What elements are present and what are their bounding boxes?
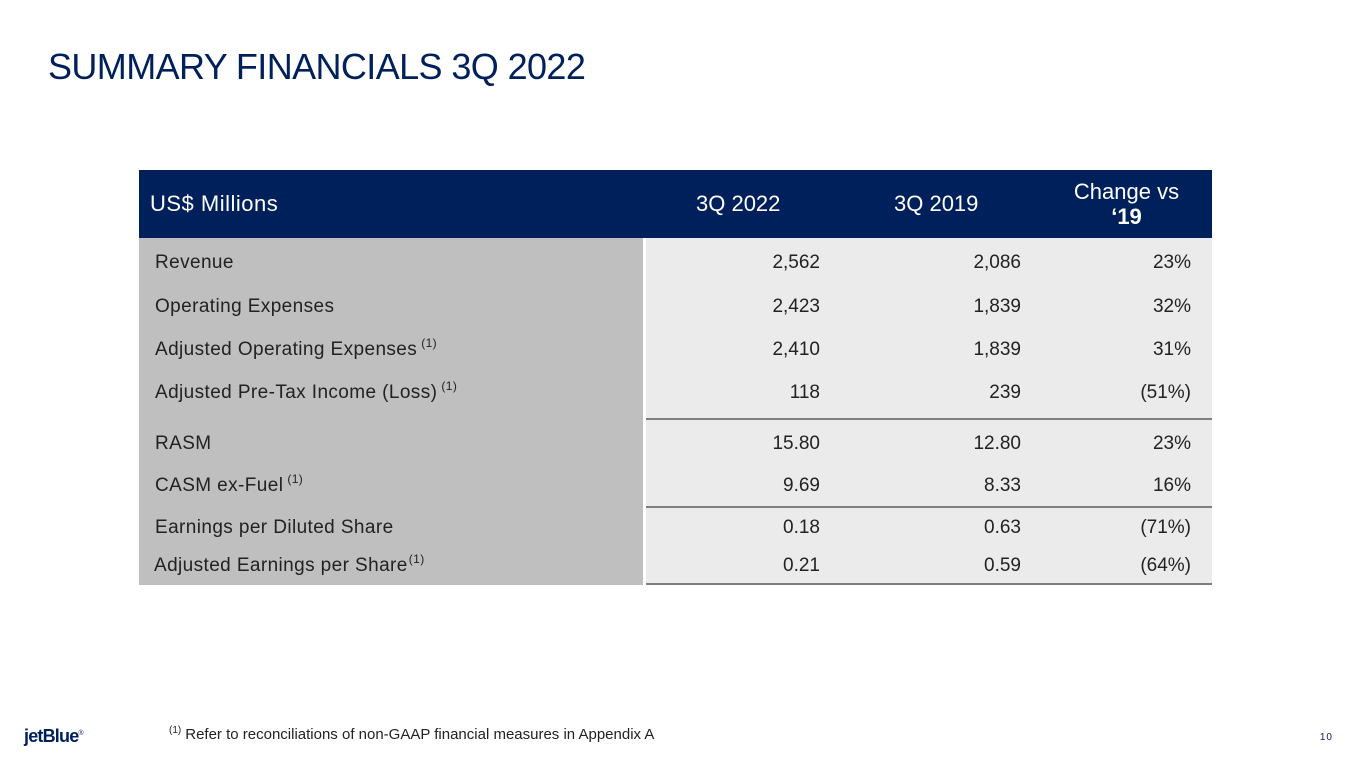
header-change-line1: Change vs (1073, 179, 1180, 204)
row-value-3q2019: 2,086 (973, 252, 1021, 273)
row-value-change: (64%) (1140, 554, 1191, 576)
footnote: (1) Refer to reconciliations of non-GAAP … (169, 725, 655, 743)
summary-financials-table: US$ Millions 3Q 2022 3Q 2019 Change vs ‘… (139, 170, 1212, 585)
row-value-3q2022: 2,562 (772, 252, 820, 273)
group-income: Revenue 2,562 2,086 23% Operating Expens… (139, 238, 1212, 420)
footnote-marker: (1) (169, 725, 182, 736)
group-unit-metrics: RASM 15.80 12.80 23% CASM ex-Fuel (1) 9.6… (139, 420, 1212, 508)
row-value-3q2019: 0.59 (984, 554, 1021, 576)
footnote-text: Refer to reconciliations of non-GAAP fin… (185, 726, 655, 743)
row-value-3q2022: 0.21 (783, 554, 820, 576)
row-label: Earnings per Diluted Share (155, 517, 394, 538)
row-value-change: 32% (1152, 295, 1191, 317)
table-row-eps-diluted: Earnings per Diluted Share 0.18 0.63 (71… (139, 508, 1212, 548)
row-value-3q2019: 12.80 (973, 433, 1021, 454)
row-value-change: 23% (1152, 433, 1191, 454)
table-row-adjusted-pretax-income: Adjusted Pre-Tax Income (Loss) (1) 118 23… (139, 372, 1212, 414)
table-row-adjusted-operating-expenses: Adjusted Operating Expenses (1) 2,410 1,8… (139, 328, 1212, 372)
footnote-marker: (1) (287, 472, 304, 486)
row-value-3q2019: 0.63 (984, 517, 1021, 538)
row-value-change: 23% (1152, 252, 1191, 273)
header-label: US$ Millions (150, 191, 279, 216)
row-label: CASM ex-Fuel (1) (155, 472, 304, 496)
row-label: Adjusted Pre-Tax Income (Loss) (1) (155, 379, 458, 403)
footnote-marker: (1) (408, 551, 425, 566)
row-value-change: (51%) (1140, 382, 1191, 403)
table-row-rasm: RASM 15.80 12.80 23% (139, 422, 1212, 466)
row-value-3q2019: 239 (989, 382, 1021, 403)
row-value-3q2022: 9.69 (783, 475, 820, 496)
page-number: 10 (1319, 732, 1333, 743)
row-value-3q2022: 2,410 (772, 339, 820, 360)
row-label: Adjusted Operating Expenses (1) (155, 336, 438, 360)
row-value-change: (71%) (1140, 517, 1191, 538)
row-value-3q2019: 1,839 (973, 295, 1021, 317)
row-value-3q2022: 0.18 (783, 517, 820, 538)
page-title: SUMMARY FINANCIALS 3Q 2022 (48, 46, 586, 87)
table-header: US$ Millions 3Q 2022 3Q 2019 Change vs ‘… (139, 170, 1212, 238)
header-change: Change vs ‘19 (1049, 170, 1204, 238)
row-label: RASM (155, 433, 212, 454)
row-label: Operating Expenses (155, 295, 335, 317)
table-row-casm-ex-fuel: CASM ex-Fuel (1) 9.69 8.33 16% (139, 466, 1212, 506)
footnote-marker: (1) (421, 336, 438, 350)
footnote-marker: (1) (441, 379, 458, 393)
header-3q2022: 3Q 2022 (696, 191, 781, 216)
row-value-3q2019: 8.33 (984, 475, 1021, 496)
row-value-3q2019: 1,839 (973, 339, 1021, 360)
row-value-change: 31% (1152, 339, 1191, 360)
group-earnings: Earnings per Diluted Share 0.18 0.63 (71… (139, 508, 1212, 585)
table-body: Revenue 2,562 2,086 23% Operating Expens… (139, 238, 1212, 585)
row-value-change: 16% (1152, 475, 1191, 496)
row-value-3q2022: 2,423 (772, 295, 820, 317)
row-label: Adjusted Earnings per Share (1) (154, 551, 425, 576)
header-3q2019: 3Q 2019 (894, 191, 979, 216)
table-row-adjusted-eps: Adjusted Earnings per Share (1) 0.21 0.59… (139, 548, 1212, 583)
jetblue-logo: jetBlue® (24, 726, 84, 746)
row-label: Revenue (155, 252, 234, 273)
row-value-3q2022: 118 (789, 382, 820, 403)
table-row-revenue: Revenue 2,562 2,086 23% (139, 241, 1212, 285)
header-change-line2: ‘19 (1111, 204, 1142, 229)
row-value-3q2022: 15.80 (772, 433, 820, 454)
table-row-operating-expenses: Operating Expenses 2,423 1,839 32% (139, 285, 1212, 328)
